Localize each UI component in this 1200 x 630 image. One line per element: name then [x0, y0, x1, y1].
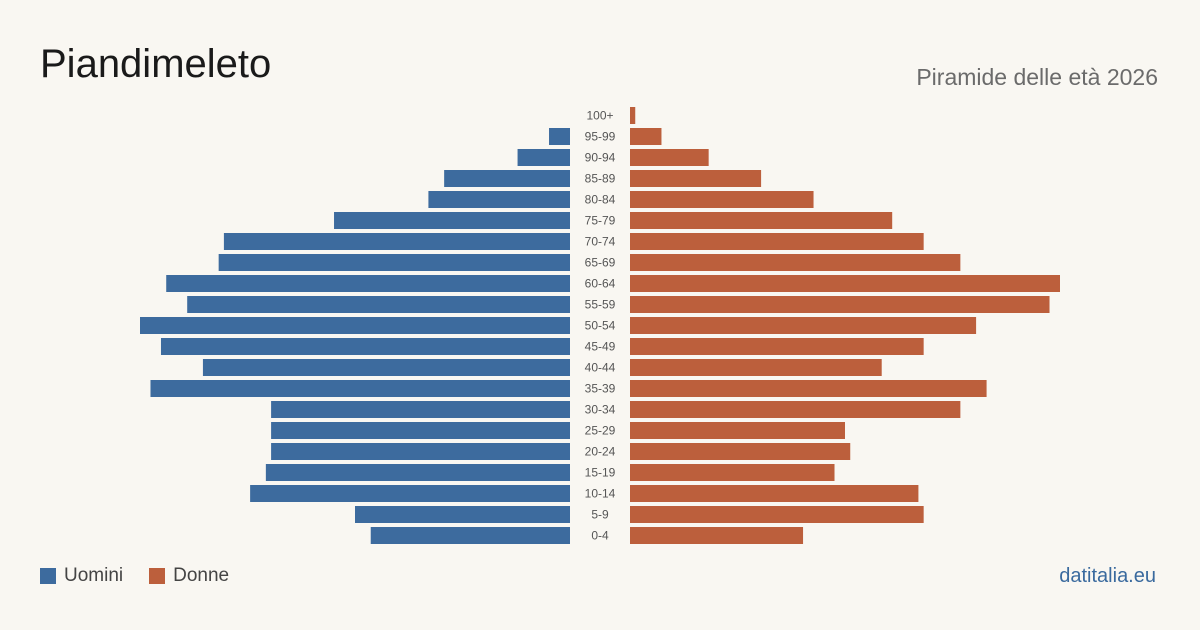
legend-swatch-men	[40, 568, 56, 584]
age-label: 75-79	[585, 214, 616, 228]
bar-women-40-44	[630, 359, 882, 376]
age-label: 85-89	[585, 172, 616, 186]
bar-women-85-89	[630, 170, 762, 187]
age-label: 0-4	[591, 529, 609, 543]
bar-men-15-19	[265, 464, 570, 481]
bar-men-80-84	[428, 191, 570, 208]
age-label: 30-34	[585, 403, 616, 417]
legend-item-men: Uomini	[40, 565, 123, 587]
age-label: 55-59	[585, 298, 616, 312]
bar-women-55-59	[630, 296, 1050, 313]
bar-men-75-79	[334, 212, 570, 229]
bar-women-90-94	[630, 149, 709, 166]
source-link[interactable]: datitalia.eu	[1059, 565, 1156, 587]
bar-men-85-89	[444, 170, 570, 187]
bar-women-25-29	[630, 422, 845, 439]
bar-men-25-29	[271, 422, 570, 439]
bar-women-75-79	[630, 212, 893, 229]
age-label: 20-24	[585, 445, 616, 459]
age-label: 50-54	[585, 319, 616, 333]
age-label: 45-49	[585, 340, 616, 354]
age-label: 40-44	[585, 361, 616, 375]
bar-men-30-34	[271, 401, 570, 418]
age-label: 35-39	[585, 382, 616, 396]
bar-women-15-19	[630, 464, 835, 481]
age-label: 80-84	[585, 193, 616, 207]
bar-women-45-49	[630, 338, 924, 355]
bar-men-50-54	[140, 317, 570, 334]
age-label: 25-29	[585, 424, 616, 438]
bar-women-20-24	[630, 443, 851, 460]
bar-men-5-9	[355, 506, 570, 523]
bar-men-10-14	[250, 485, 570, 502]
bar-men-45-49	[160, 338, 570, 355]
age-label: 60-64	[585, 277, 616, 291]
bar-women-65-69	[630, 254, 961, 271]
bar-men-0-4	[370, 527, 570, 544]
bar-women-70-74	[630, 233, 924, 250]
legend-label-women: Donne	[173, 565, 230, 586]
bar-men-55-59	[187, 296, 570, 313]
age-label: 10-14	[585, 487, 616, 501]
bar-men-40-44	[202, 359, 571, 376]
age-label: 100+	[586, 109, 613, 123]
legend-swatch-women	[149, 568, 166, 584]
age-label: 5-9	[591, 508, 609, 522]
bar-men-70-74	[223, 233, 570, 250]
bar-women-50-54	[630, 317, 977, 334]
bar-men-65-69	[218, 254, 570, 271]
bar-women-35-39	[630, 380, 987, 397]
age-label: 95-99	[585, 130, 616, 144]
legend-label-men: Uomini	[64, 565, 124, 586]
bar-men-60-64	[166, 275, 570, 292]
bar-men-20-24	[271, 443, 570, 460]
age-label: 90-94	[585, 151, 616, 165]
legend: Uomini Donne	[40, 565, 255, 587]
bar-men-95-99	[549, 128, 570, 145]
bar-women-95-99	[630, 128, 662, 145]
age-label: 65-69	[585, 256, 616, 270]
chart-subtitle: Piramide delle età 2026	[916, 64, 1158, 90]
bar-women-5-9	[630, 506, 924, 523]
age-label: 15-19	[585, 466, 616, 480]
bar-men-35-39	[150, 380, 571, 397]
bar-women-60-64	[630, 275, 1060, 292]
bar-women-10-14	[630, 485, 919, 502]
age-label: 70-74	[585, 235, 616, 249]
bar-women-30-34	[630, 401, 961, 418]
chart-title: Piandimeleto	[40, 42, 272, 86]
bar-women-80-84	[630, 191, 814, 208]
legend-item-women: Donne	[149, 565, 229, 587]
bar-women-100+	[630, 107, 636, 124]
bar-men-90-94	[517, 149, 570, 166]
bar-women-0-4	[630, 527, 804, 544]
